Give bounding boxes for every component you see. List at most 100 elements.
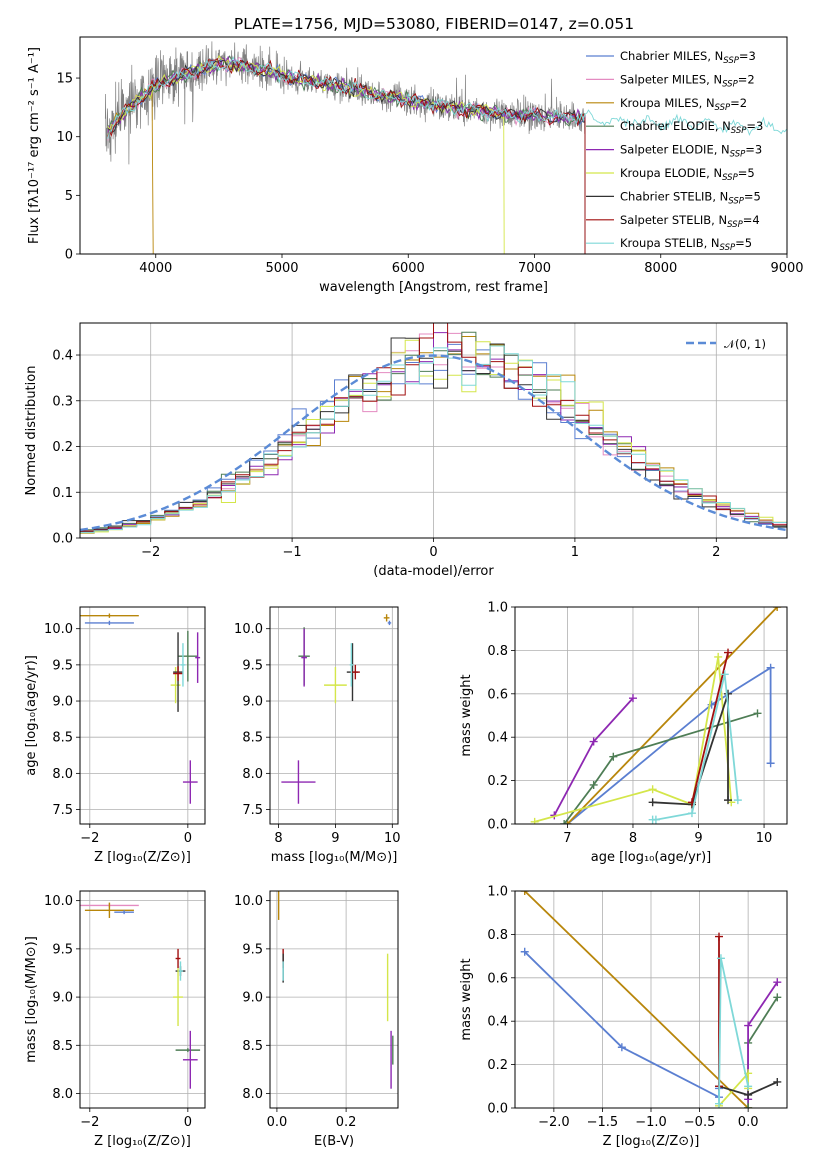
weight_vs_Z-plot-area (520, 891, 782, 1108)
residuals-frame (79, 322, 788, 539)
y-tick-label: 0.6 (487, 687, 508, 702)
y-tick-label: 8.5 (52, 1039, 73, 1054)
x-tick-label: 0 (429, 545, 437, 560)
y-tick-label: 10.0 (44, 894, 73, 909)
x-tick-label: 10 (756, 831, 773, 846)
x-tick-label: 0.0 (267, 1115, 288, 1130)
y-axis-label: Normed distribution (24, 366, 39, 496)
weight-marker (753, 709, 762, 718)
legend-entry: Chabrier MILES, NSSP=3 (620, 49, 756, 66)
x-tick-label: 8 (274, 831, 282, 846)
weight-marker (715, 1099, 723, 1108)
weight-marker (773, 993, 782, 1002)
x-axis-label: mass [log₁₀(M/M⊙)] (271, 850, 398, 865)
y-tick-label: 15 (56, 72, 73, 87)
legend-entry: Kroupa MILES, NSSP=2 (620, 96, 747, 113)
weight-marker (744, 1021, 753, 1030)
y-tick-label: 0.4 (52, 349, 73, 364)
legend-entry: Salpeter MILES, NSSP=2 (620, 72, 755, 89)
y-tick-label: 5 (65, 189, 73, 204)
y-tick-label: 9.0 (52, 695, 73, 710)
x-axis-label: age [log₁₀(age/yr)] (591, 850, 712, 865)
y-tick-label: 9.0 (242, 991, 263, 1006)
y-axis-label: Flux [fλ10⁻¹⁷ erg cm⁻² s⁻¹ A⁻¹] (27, 47, 42, 244)
x-tick-label: 5000 (265, 261, 298, 276)
weight-line (652, 693, 729, 806)
legend-entry: Chabrier ELODIE, NSSP=3 (620, 119, 763, 136)
age_vs_mass-plot-area (281, 614, 392, 804)
x-tick-label: −1.5 (587, 1115, 619, 1130)
weight-marker (773, 1077, 782, 1086)
x-tick-label: 8 (629, 831, 637, 846)
y-tick-label: 0.0 (487, 1102, 508, 1117)
weight-marker (648, 785, 657, 794)
x-tick-label: 8000 (644, 261, 677, 276)
weight-marker (648, 798, 657, 807)
age_vs_Z-plot-area (80, 613, 201, 804)
normal-curve (80, 354, 787, 532)
weight-line (718, 958, 749, 1104)
weight-marker (609, 752, 618, 761)
y-tick-label: 0.3 (52, 394, 73, 409)
weight-marker (724, 689, 733, 698)
y-axis-label: mass weight (459, 674, 474, 756)
y-tick-label: 7.5 (242, 803, 263, 818)
x-tick-label: −2.0 (538, 1115, 570, 1130)
x-tick-label: 6000 (392, 261, 425, 276)
y-tick-label: 0 (65, 248, 73, 263)
legend-entry: Salpeter STELIB, NSSP=4 (620, 213, 760, 230)
weight-marker (560, 820, 569, 824)
y-tick-label: 0.4 (487, 1015, 508, 1030)
x-tick-label: 7 (563, 831, 571, 846)
weight_vs_Z-axes: −2.0 −1.5 −1.0 −0.5 0.0 0.0 0.2 0.4 0.6 0.8 1.0 Z [… (459, 885, 788, 1149)
residuals-axes: −2 −1 0 1 2 0.0 0.1 0.2 0.3 0.4 (data-model)/error… (24, 322, 788, 579)
x-tick-label: 9 (331, 831, 339, 846)
legend-entry: 𝒩(0, 1) (724, 337, 766, 351)
y-tick-label: 8.0 (52, 1087, 73, 1102)
y-tick-label: 0.6 (487, 971, 508, 986)
y-tick-label: 10.0 (234, 894, 263, 909)
spectrum-plot-area (104, 41, 787, 254)
weight-line (747, 981, 779, 1100)
weight-marker (744, 1104, 753, 1108)
mass_vs_Z-frame (79, 890, 206, 1109)
weight-marker (773, 607, 782, 611)
y-tick-label: 0.2 (52, 440, 73, 455)
legend-entry: Kroupa STELIB, NSSP=5 (620, 236, 752, 253)
weight-marker (687, 809, 696, 818)
y-tick-label: 0.2 (487, 1058, 508, 1073)
y-tick-label: 8.5 (242, 731, 263, 746)
spectrum-data-line (104, 41, 586, 165)
weight-marker (520, 947, 529, 956)
legend-entry: Kroupa ELODIE, NSSP=5 (620, 166, 755, 183)
mass_vs_Z-plot-area (80, 902, 201, 1089)
x-axis-label: wavelength [Angstrom, rest frame] (319, 280, 548, 295)
y-tick-label: 9.5 (242, 658, 263, 673)
weight-marker (773, 978, 782, 987)
y-tick-label: 7.5 (52, 803, 73, 818)
mass_vs_EBV-plot-area (277, 891, 394, 1089)
weight-marker (520, 891, 529, 895)
y-tick-label: 0.4 (487, 731, 508, 746)
weight_vs_age-axes: 7 8 9 10 0.0 0.2 0.4 0.6 0.8 1.0 age [log₁₀(age/yr… (459, 601, 788, 865)
x-tick-label: 0.0 (738, 1115, 759, 1130)
weight-marker (766, 663, 775, 672)
weight-marker (628, 694, 637, 703)
x-tick-label: −2 (141, 545, 160, 560)
y-tick-label: 9.0 (242, 695, 263, 710)
x-axis-label: (data-model)/error (373, 564, 494, 579)
y-tick-label: 10.0 (234, 622, 263, 637)
x-tick-label: 4000 (139, 261, 172, 276)
mass_vs_EBV-frame (269, 890, 399, 1109)
spectrum-frame (79, 36, 788, 255)
age_vs_mass-axes: 8 9 10 7.5 8.0 8.5 9.0 9.5 10.0 mass [log₁₀(M/M⊙)… (234, 606, 401, 865)
y-tick-label: 10 (56, 130, 73, 145)
legend-entry: Chabrier STELIB, NSSP=5 (620, 189, 761, 206)
weight-marker (651, 815, 660, 824)
figure-title: PLATE=1756, MJD=53080, FIBERID=0147, z=0… (234, 15, 634, 33)
legend-entry: Salpeter ELODIE, NSSP=3 (620, 143, 762, 160)
y-tick-label: 0.8 (487, 928, 508, 943)
weight-marker (563, 820, 572, 824)
x-tick-label: −1 (283, 545, 302, 560)
